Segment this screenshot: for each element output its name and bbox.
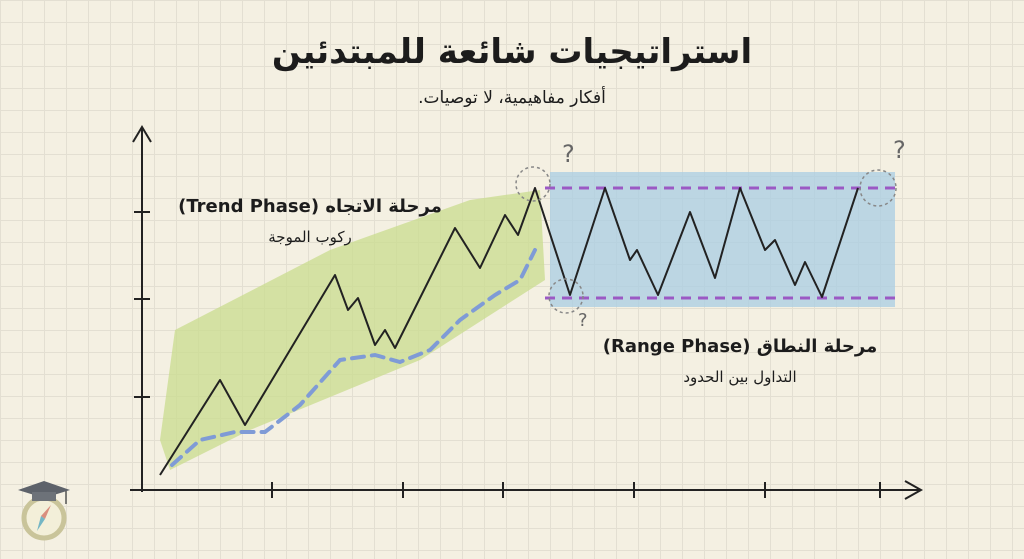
question-mark: ? (893, 136, 906, 164)
dotted-circle-breakout (859, 169, 897, 207)
trend-phase-wash (160, 190, 545, 470)
graduation-cap-compass-icon (18, 481, 70, 541)
range-phase-wash (550, 172, 895, 307)
question-mark: ? (578, 310, 588, 331)
trend-phase-caption: ركوب الموجة (268, 228, 352, 246)
range-phase-label: مرحلة النطاق (Range Phase) (602, 336, 878, 357)
dotted-circle-bottom-range (548, 278, 584, 314)
page-subtitle: أفكار مفاهيمية، لا توصيات. (418, 88, 606, 108)
x-axis-arrow (904, 480, 924, 500)
trend-support-dashed-line (170, 248, 537, 467)
page-title: استراتيجيات شائعة للمبتدئين (271, 32, 753, 72)
price-line (159, 187, 859, 476)
dotted-circle-top-trend (515, 166, 551, 202)
y-axis-arrow (132, 125, 152, 143)
axes (130, 125, 924, 500)
range-phase-caption: التداول بين الحدود (683, 368, 797, 386)
trend-phase-label: مرحلة الاتجاه (Trend Phase) (178, 196, 442, 217)
question-mark: ? (562, 140, 575, 168)
